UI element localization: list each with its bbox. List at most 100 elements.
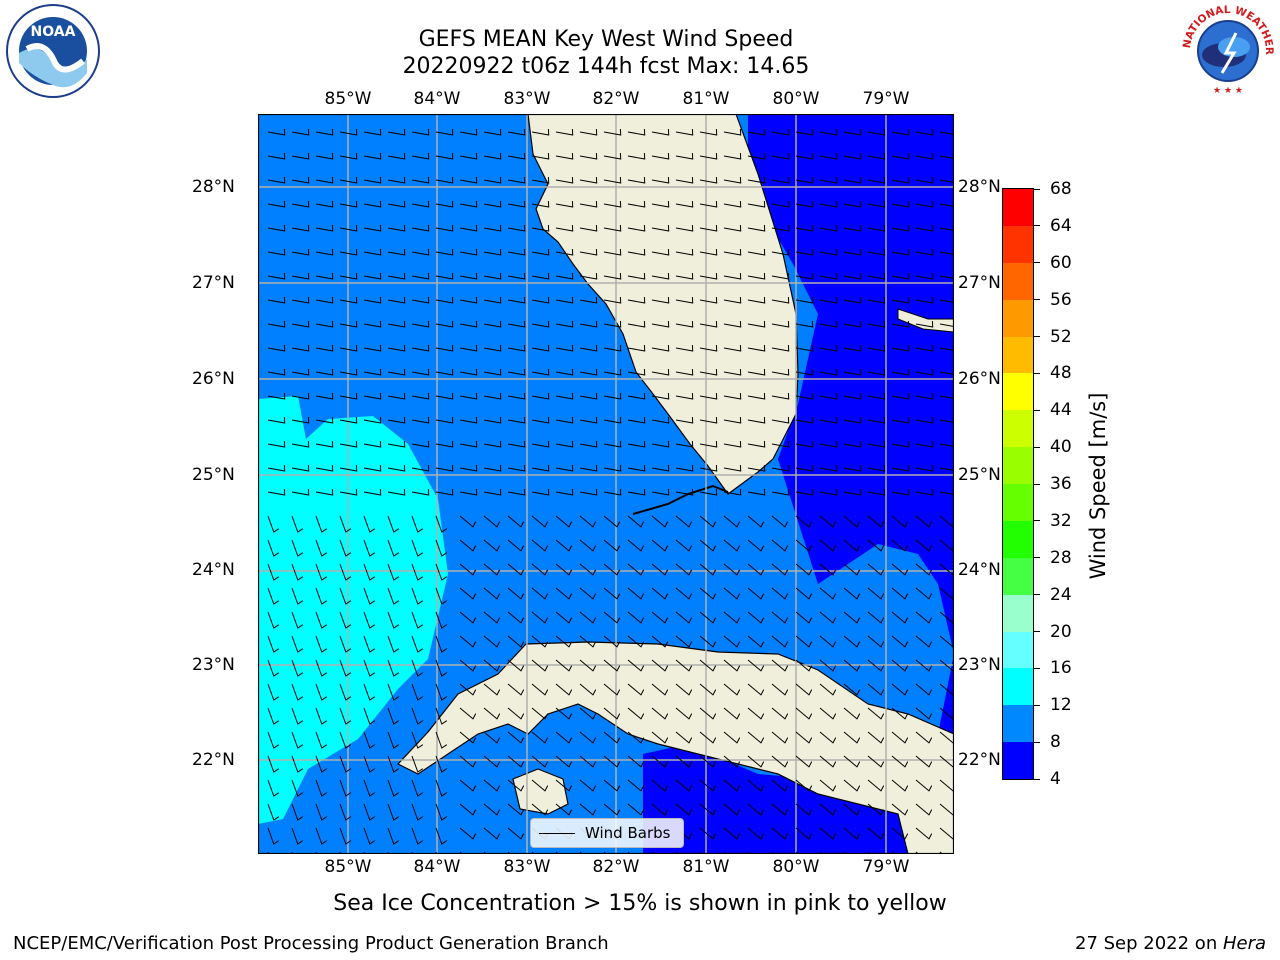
wind-barb	[723, 563, 741, 576]
wind-barb	[339, 611, 352, 629]
wind-barb	[747, 416, 766, 424]
wind-barb	[723, 755, 741, 768]
wind-barb	[579, 272, 598, 280]
wind-barb	[435, 635, 448, 653]
wind-barb	[819, 152, 838, 160]
wind-barb	[531, 683, 549, 696]
wind-barb	[291, 635, 304, 653]
wind-barb	[867, 611, 885, 624]
wind-barb	[507, 440, 526, 448]
wind-barb	[723, 659, 741, 672]
wind-barb	[267, 635, 280, 653]
wind-barb	[339, 344, 358, 352]
wind-barb	[771, 779, 789, 792]
wind-barb	[843, 200, 862, 208]
wind-barb	[387, 659, 400, 677]
colorbar-tick-mark	[1034, 372, 1040, 374]
colorbar-tick-mark	[1034, 299, 1040, 301]
wind-barb	[939, 443, 954, 448]
wind-barb	[795, 320, 814, 328]
wind-barb	[339, 440, 358, 448]
wind-barb	[723, 779, 741, 792]
wind-barb	[363, 635, 376, 653]
wind-barb	[363, 200, 382, 208]
wind-barb	[723, 200, 742, 208]
wind-barb	[795, 755, 813, 768]
wind-barb	[675, 587, 693, 600]
wind-barb	[915, 296, 934, 304]
wind-barb	[291, 128, 310, 136]
wind-barb	[507, 392, 526, 400]
wind-barb	[483, 344, 502, 352]
wind-barb	[267, 611, 280, 629]
wind-barb	[603, 344, 622, 352]
wind-barb	[627, 224, 646, 232]
wind-barb	[387, 707, 400, 725]
wind-barb	[723, 344, 742, 352]
wind-barb	[339, 515, 352, 533]
wind-barb	[675, 272, 694, 280]
wind-barb	[387, 296, 406, 304]
wind-barb	[867, 488, 886, 496]
wind-barb	[747, 176, 766, 184]
wind-barb	[579, 755, 597, 768]
wind-barb	[747, 224, 766, 232]
wind-barb	[651, 755, 669, 768]
wind-barb	[771, 515, 789, 528]
wind-barb	[459, 539, 477, 552]
wind-barb	[459, 344, 478, 352]
wind-barb	[267, 803, 280, 821]
wind-barb	[291, 587, 304, 605]
wind-barb	[291, 344, 310, 352]
wind-barb	[291, 659, 304, 677]
wind-barb	[555, 707, 573, 720]
wind-barb	[483, 803, 501, 816]
wind-barb	[651, 344, 670, 352]
wind-barb	[891, 320, 910, 328]
wind-barb	[363, 587, 376, 605]
wind-barb	[603, 539, 621, 552]
footer-host: Hera	[1222, 933, 1266, 954]
wind-barb	[939, 491, 954, 496]
wind-barb	[291, 731, 304, 749]
nws-logo: NATIONAL WEATHER SERVICE ★ ★ ★	[1176, 0, 1276, 99]
wind-barb	[771, 224, 790, 232]
wind-barb	[747, 779, 765, 792]
wind-barb	[531, 563, 549, 576]
wind-barb	[915, 731, 933, 744]
wind-barb	[387, 779, 400, 797]
wind-barb	[771, 392, 790, 400]
wind-barb	[915, 128, 934, 136]
wind-barb	[387, 320, 406, 328]
colorbar-segment	[1003, 668, 1033, 706]
wind-barb	[675, 659, 693, 672]
wind-barb	[603, 272, 622, 280]
wind-barb	[363, 779, 376, 797]
wind-barb	[939, 347, 954, 352]
wind-barb	[483, 224, 502, 232]
wind-barb	[291, 464, 310, 472]
wind-barb	[627, 248, 646, 256]
wind-barb	[363, 827, 376, 845]
noaa-logo: NOAA	[5, 3, 101, 99]
wind-barb	[915, 635, 933, 648]
lat-label-left: 26°N	[192, 369, 235, 389]
wind-barb	[459, 587, 477, 600]
lon-label-top: 79°W	[862, 89, 910, 109]
wind-barb	[651, 659, 669, 672]
wind-barb	[651, 368, 670, 376]
svg-text:★ ★ ★: ★ ★ ★	[1213, 86, 1243, 96]
wind-barb	[843, 707, 861, 720]
colorbar-tick-mark	[1034, 262, 1040, 264]
wind-barb	[531, 200, 550, 208]
wind-barb	[627, 635, 645, 648]
wind-barb	[723, 803, 741, 816]
wind-barb	[603, 587, 621, 600]
wind-barb	[867, 731, 885, 744]
wind-barb	[603, 152, 622, 160]
lat-label-left: 25°N	[192, 465, 235, 485]
wind-barb	[891, 827, 909, 840]
wind-barb	[435, 488, 454, 496]
wind-barb	[795, 827, 813, 840]
lon-label-bottom: 85°W	[324, 857, 372, 877]
